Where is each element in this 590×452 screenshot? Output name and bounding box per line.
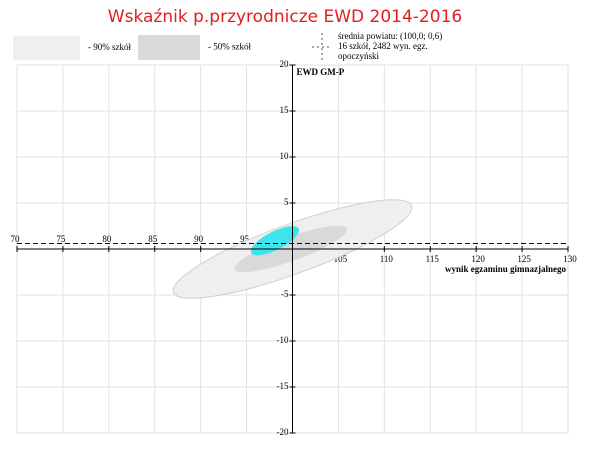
y-axis-label: EWD GM-P [297, 67, 345, 77]
legend: - 90% szkół - 50% szkół średnia powiatu: (… [13, 31, 442, 61]
x-tick-label: 105 [334, 254, 348, 264]
x-tick-label: 80 [102, 234, 112, 244]
y-tick-label: 5 [284, 197, 289, 207]
legend-label: - 50% szkół [208, 42, 251, 52]
y-tick-label: 10 [280, 151, 290, 161]
x-axis-label: wynik egzaminu gimnazjalnego [445, 264, 567, 274]
chart-title: Wskaźnik p.przyrodnicze EWD 2014-2016 [108, 7, 462, 27]
y-tick-label: -20 [277, 427, 289, 437]
y-tick-label: -10 [277, 335, 289, 345]
y-tick-label: 20 [280, 59, 290, 69]
x-tick-label: 70 [11, 234, 21, 244]
legend-swatch [138, 35, 200, 60]
legend-label: 16 szkół, 2482 wyn. egz. [338, 41, 428, 51]
x-tick-label: 130 [563, 254, 577, 264]
legend-label: - 90% szkół [88, 42, 131, 52]
x-tick-label: 85 [148, 234, 158, 244]
x-tick-label: 110 [380, 254, 394, 264]
y-tick-label: -5 [281, 289, 289, 299]
x-tick-label: 90 [194, 234, 204, 244]
legend-swatch [13, 36, 80, 60]
y-tick-label: 15 [280, 105, 290, 115]
y-tick-label: -15 [277, 381, 289, 391]
county-ellipse [250, 226, 300, 256]
x-tick-label: 115 [426, 254, 440, 264]
x-tick-label: 75 [56, 234, 66, 244]
x-tick-label: 95 [240, 234, 250, 244]
legend-label: opoczyński [338, 51, 379, 61]
legend-label: średnia powiatu: (100,0; 0,6) [338, 31, 442, 41]
x-tick-label: 125 [517, 254, 531, 264]
x-tick-label: 120 [471, 254, 485, 264]
